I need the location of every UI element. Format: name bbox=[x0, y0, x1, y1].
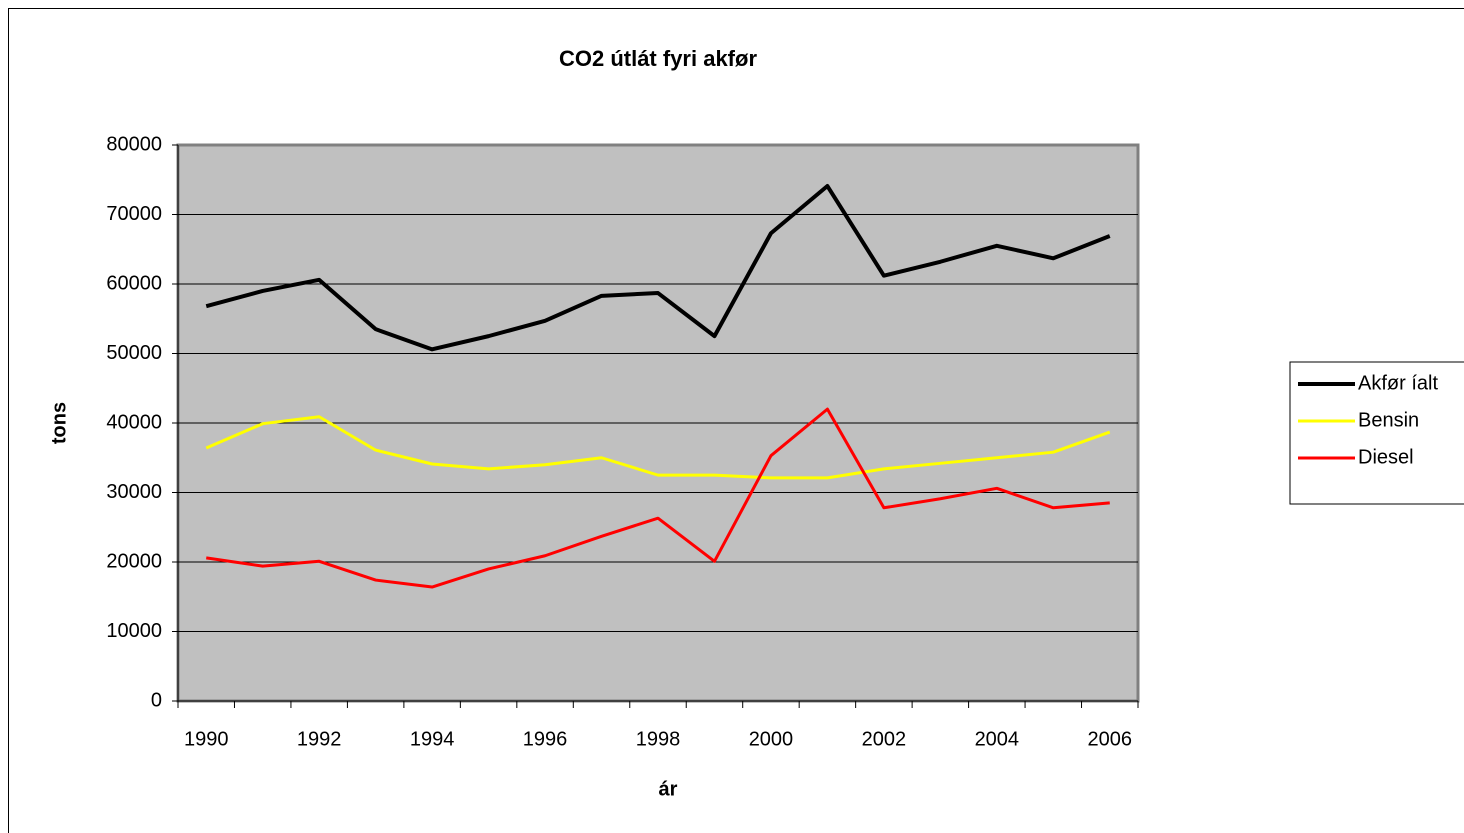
y-tick-label: 20000 bbox=[106, 550, 162, 572]
series-line bbox=[206, 407, 1110, 589]
x-tick-label: 2000 bbox=[749, 728, 794, 750]
y-tick-label: 50000 bbox=[106, 342, 162, 364]
chart-title: CO2 útlát fyri akfør bbox=[559, 46, 757, 71]
x-tick-label: 2004 bbox=[975, 728, 1020, 750]
x-tick-label: 1992 bbox=[297, 728, 342, 750]
y-tick-label: 80000 bbox=[106, 133, 162, 155]
x-tick-label: 2002 bbox=[862, 728, 907, 750]
x-tick-label: 1994 bbox=[410, 728, 455, 750]
legend-label: Bensin bbox=[1358, 409, 1419, 431]
y-tick-label: 70000 bbox=[106, 203, 162, 225]
y-tick-label: 30000 bbox=[106, 481, 162, 503]
y-tick-label: 40000 bbox=[106, 411, 162, 433]
y-tick-label: 60000 bbox=[106, 272, 162, 294]
legend-label: Akfør íalt bbox=[1358, 372, 1438, 394]
x-tick-label: 1996 bbox=[523, 728, 568, 750]
x-axis-label: ár bbox=[659, 778, 678, 800]
y-tick-label: 0 bbox=[151, 689, 162, 711]
x-tick-label: 2006 bbox=[1088, 728, 1133, 750]
y-tick-label: 10000 bbox=[106, 620, 162, 642]
x-tick-label: 1998 bbox=[636, 728, 681, 750]
series-line bbox=[205, 184, 1111, 352]
legend-label: Diesel bbox=[1358, 446, 1414, 468]
y-axis-label: tons bbox=[48, 402, 70, 444]
series-line bbox=[205, 415, 1111, 480]
x-tick-label: 1990 bbox=[184, 728, 229, 750]
